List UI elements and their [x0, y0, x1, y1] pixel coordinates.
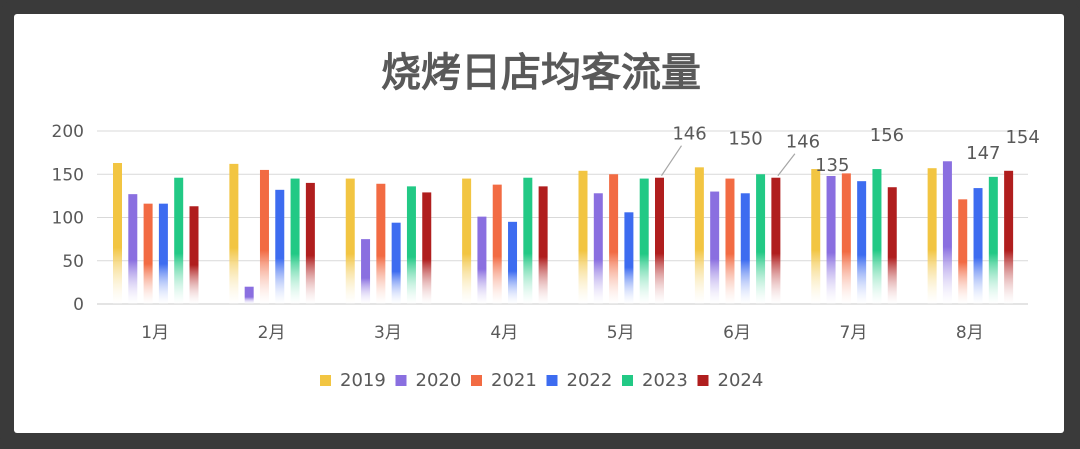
x-tick-label: 2月 — [258, 323, 286, 343]
legend-swatch-2019 — [320, 375, 331, 386]
data-label: 150 — [728, 128, 762, 149]
bar-2019-1 — [229, 163, 239, 304]
legend-label-2023: 2023 — [642, 370, 688, 391]
bar-2021-2 — [376, 183, 386, 304]
bar-2019-7 — [927, 168, 937, 304]
bar-2024-0 — [189, 206, 199, 304]
bar-2023-2 — [406, 186, 416, 304]
data-label: 146 — [786, 132, 820, 153]
leader-line — [661, 145, 682, 177]
bar-2024-3 — [538, 186, 548, 304]
bar-2019-4 — [578, 170, 588, 304]
bar-2023-0 — [174, 177, 184, 304]
bar-2022-5 — [740, 193, 750, 304]
bar-2021-6 — [841, 173, 851, 304]
bar-2023-3 — [523, 177, 533, 304]
x-axis-ticks: 1月 2月 3月 4月 5月 6月 7月 8月 — [141, 323, 983, 343]
bar-2024-5 — [771, 177, 781, 304]
bar-2019-6 — [811, 169, 821, 304]
y-tick-label: 100 — [52, 209, 84, 229]
bar-2022-4 — [624, 212, 634, 304]
leader-line — [777, 153, 796, 177]
legend-label-2021: 2021 — [491, 370, 537, 391]
legend-swatch-2022 — [546, 375, 558, 386]
bar-2023-1 — [290, 178, 300, 304]
data-label: 154 — [1005, 127, 1039, 148]
y-tick-label: 200 — [52, 122, 84, 142]
y-tick-label: 0 — [73, 295, 84, 315]
bar-2021-4 — [609, 174, 619, 304]
bars — [113, 161, 1014, 304]
bar-2022-6 — [857, 181, 867, 304]
legend-swatch-2021 — [471, 375, 482, 386]
bar-2021-3 — [492, 184, 502, 304]
y-tick-label: 150 — [52, 165, 84, 185]
bar-2019-3 — [462, 178, 472, 304]
x-tick-label: 4月 — [490, 323, 518, 343]
bar-2020-2 — [361, 239, 371, 304]
legend-label-2024: 2024 — [718, 370, 764, 391]
x-tick-label: 7月 — [840, 323, 868, 343]
bar-2022-0 — [158, 203, 168, 304]
bar-2024-1 — [305, 182, 315, 304]
bar-2021-5 — [725, 178, 735, 304]
bar-2024-4 — [655, 177, 664, 304]
y-axis-ticks: 0 50 100 150 200 — [52, 122, 84, 315]
bar-2024-2 — [422, 192, 432, 304]
bar-2023-4 — [639, 178, 649, 304]
legend-label-2020: 2020 — [416, 370, 462, 391]
data-label: 146 — [672, 124, 706, 145]
legend-label-2022: 2022 — [567, 370, 613, 391]
bar-2020-1 — [244, 286, 254, 304]
x-tick-label: 1月 — [141, 323, 169, 343]
x-tick-label: 5月 — [607, 323, 635, 343]
y-tick-label: 50 — [62, 252, 84, 272]
legend-label-2019: 2019 — [340, 370, 386, 391]
bar-2020-7 — [942, 161, 952, 304]
bar-2022-1 — [275, 189, 285, 304]
x-tick-label: 6月 — [723, 323, 751, 343]
x-tick-label: 8月 — [956, 323, 984, 343]
data-label: 156 — [870, 125, 904, 146]
bar-2021-0 — [143, 203, 153, 304]
bar-2022-7 — [973, 188, 983, 304]
bar-2023-7 — [988, 176, 998, 304]
bar-2020-4 — [593, 193, 603, 304]
bar-2019-5 — [694, 167, 704, 304]
bar-2024-7 — [1004, 170, 1014, 304]
bar-2020-6 — [826, 175, 836, 304]
bar-2020-5 — [710, 191, 720, 304]
bar-2020-0 — [128, 194, 138, 304]
data-label: 147 — [966, 143, 1000, 164]
bar-2022-2 — [391, 222, 401, 304]
legend-swatch-2023 — [622, 375, 633, 386]
legend-swatch-2024 — [697, 375, 709, 386]
bar-2021-1 — [259, 169, 269, 304]
legend-swatch-2020 — [395, 375, 407, 386]
legend: 2019 2020 2021 2022 2023 2024 — [320, 370, 763, 391]
data-label: 135 — [815, 155, 849, 176]
bar-2019-2 — [345, 178, 355, 304]
bar-2023-5 — [756, 174, 766, 304]
bar-2022-3 — [508, 221, 518, 304]
bar-2020-3 — [477, 216, 487, 304]
chart-title: 烧烤日店均客流量 — [381, 50, 701, 96]
bar-2023-6 — [872, 169, 882, 304]
bar-2024-6 — [887, 187, 897, 304]
x-tick-label: 3月 — [374, 323, 402, 343]
bar-2019-0 — [113, 163, 122, 304]
bar-2021-7 — [958, 199, 968, 304]
